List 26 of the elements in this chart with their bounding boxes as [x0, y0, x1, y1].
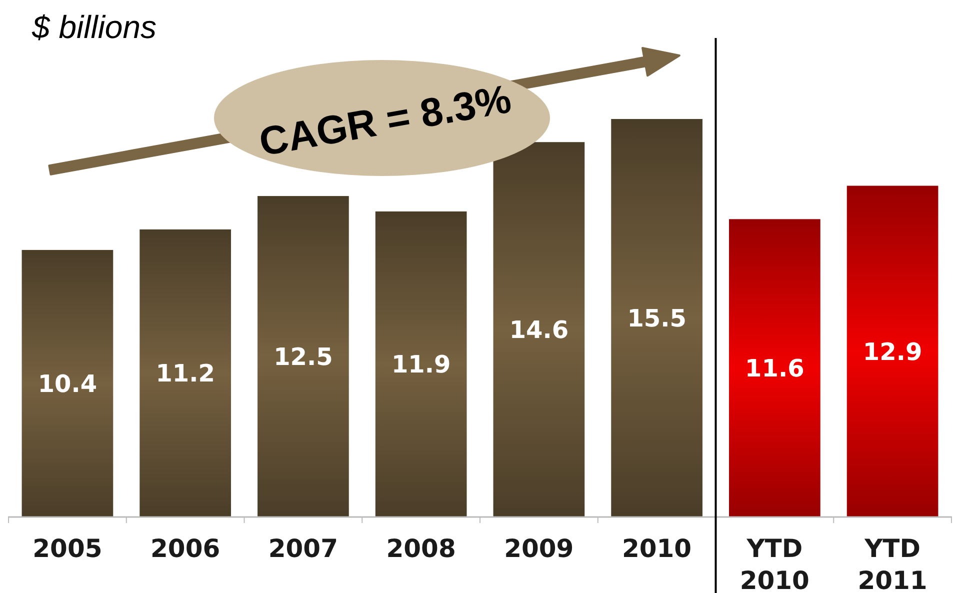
data-label: 12.5: [274, 342, 333, 371]
data-label: 10.4: [38, 370, 98, 398]
x-tick-label: 2006: [150, 534, 220, 563]
bar: [375, 211, 467, 517]
x-tick-label: 2007: [268, 534, 338, 563]
bar: [258, 196, 349, 517]
bar: [728, 219, 820, 517]
data-label: 14.6: [509, 316, 569, 344]
x-tick-label: 2005: [32, 534, 102, 563]
bar: [493, 142, 585, 517]
data-label: 11.2: [156, 360, 215, 388]
data-label: 11.6: [745, 354, 804, 382]
bar: [140, 229, 232, 517]
bar: [22, 250, 114, 517]
annotation: CAGR = 8.3%: [256, 77, 514, 165]
data-label: 11.9: [391, 350, 451, 379]
x-tick-label: 2009: [504, 534, 574, 563]
x-tick-label: 2008: [386, 534, 456, 563]
bar: [846, 186, 938, 517]
data-label: 15.5: [627, 304, 686, 332]
bar: [611, 119, 702, 517]
y-axis-title: $ billions: [31, 9, 157, 45]
x-tick-label: YTD 2010: [740, 534, 810, 593]
x-tick-label: YTD 2011: [858, 534, 928, 593]
data-label: 12.9: [862, 338, 922, 366]
x-tick-label: 2010: [622, 534, 692, 563]
